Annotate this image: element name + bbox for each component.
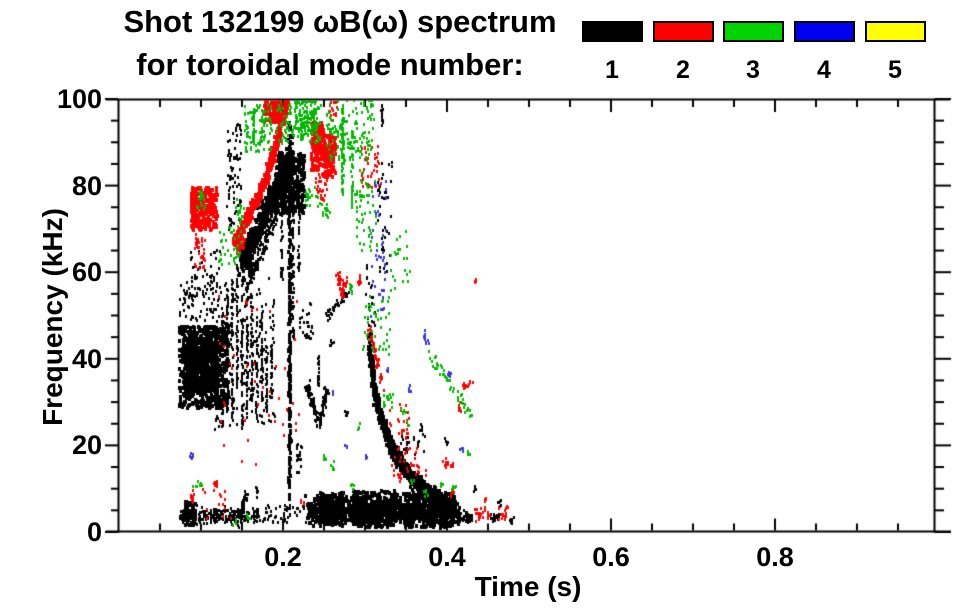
legend-mode-number-3: 3 <box>746 56 760 84</box>
legend-swatch-mode-2 <box>653 21 714 42</box>
y-tick-label-0: 0 <box>86 517 102 547</box>
y-tick-label-100: 100 <box>56 84 102 114</box>
legend-swatch-mode-3 <box>723 21 784 42</box>
legend-mode-number-1: 1 <box>605 56 619 84</box>
legend-mode-number-5: 5 <box>888 56 902 84</box>
x-tick-label-0.2: 0.2 <box>264 542 302 572</box>
y-tick-label-40: 40 <box>71 343 102 374</box>
x-tick-label-0.4: 0.4 <box>428 542 466 572</box>
legend-mode-number-4: 4 <box>817 56 831 84</box>
legend-swatch-mode-5 <box>865 21 926 42</box>
y-tick-label-80: 80 <box>71 170 102 201</box>
chart-title: Shot 132199 ωB(ω) spectrum <box>123 4 557 39</box>
chart-subtitle: for toroidal mode number: <box>136 47 524 82</box>
x-tick-label-0.6: 0.6 <box>592 542 630 572</box>
y-tick-label-20: 20 <box>71 430 102 461</box>
legend-mode-number-2: 2 <box>676 56 690 84</box>
legend-swatch-mode-1 <box>582 21 643 42</box>
x-tick-label-0.8: 0.8 <box>756 542 794 572</box>
y-tick-label-60: 60 <box>71 257 102 288</box>
y-axis-title: Frequency (kHz) <box>37 208 68 426</box>
x-axis-title: Time (s) <box>474 571 582 602</box>
legend-swatch-mode-4 <box>794 21 855 42</box>
